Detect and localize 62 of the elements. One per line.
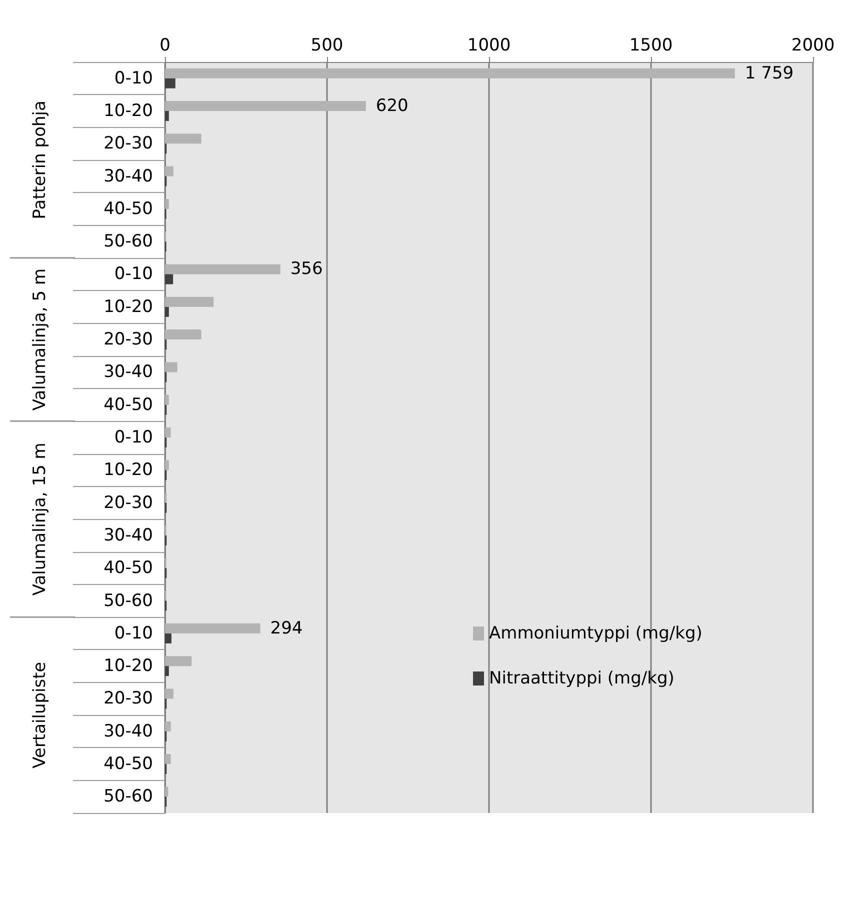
y-tick-label: 40-50 xyxy=(104,198,153,219)
data-label: 620 xyxy=(376,96,408,116)
y-tick-label: 0-10 xyxy=(114,68,153,88)
bar xyxy=(165,296,214,307)
data-label: 1 759 xyxy=(744,63,794,84)
bar xyxy=(165,264,280,274)
bar xyxy=(165,134,202,144)
bar xyxy=(165,656,192,666)
bar xyxy=(165,306,169,317)
y-tick-label: 20-30 xyxy=(104,134,153,154)
bar xyxy=(165,394,169,405)
bar xyxy=(165,721,171,732)
bar xyxy=(165,460,169,470)
bar xyxy=(165,330,202,340)
y-tick-label: 40-50 xyxy=(104,558,153,578)
x-tick-label: 1500 xyxy=(629,36,673,56)
y-tick-label: 30-40 xyxy=(104,166,153,186)
y-tick-label: 50-60 xyxy=(104,590,153,611)
y-tick-label: 20-30 xyxy=(104,330,153,350)
y-tick-label: 30-40 xyxy=(104,525,153,546)
x-tick-label: 500 xyxy=(310,36,344,56)
bar xyxy=(165,623,260,634)
bar xyxy=(165,754,171,764)
text: Valumalinja, 15 m xyxy=(30,442,50,596)
y-tick-label: 10-20 xyxy=(104,460,153,480)
y-tick-label: 20-30 xyxy=(104,688,153,709)
bar xyxy=(165,100,366,111)
y-tick-label: 50-60 xyxy=(104,786,153,807)
bar xyxy=(165,666,169,676)
bar xyxy=(165,166,174,176)
data-label: 294 xyxy=(270,618,303,638)
y-tick-label: 30-40 xyxy=(104,362,153,382)
bar xyxy=(165,688,174,699)
legend-label: Nitraattityppi (mg/kg) xyxy=(489,668,674,688)
y-tick-label: 40-50 xyxy=(104,754,153,774)
bar xyxy=(165,68,735,78)
bar xyxy=(165,633,172,644)
y-tick-label: 0-10 xyxy=(114,428,153,448)
text: Vertailupiste xyxy=(30,662,50,768)
bar xyxy=(165,362,178,372)
y-tick-label: 30-40 xyxy=(104,721,153,742)
bar xyxy=(165,198,169,209)
x-tick-label: 2000 xyxy=(791,36,835,56)
y-tick-label: 10-20 xyxy=(104,100,153,121)
y-tick-label: 0-10 xyxy=(114,264,153,284)
bar xyxy=(165,78,176,88)
x-tick-label: 1000 xyxy=(467,36,511,56)
x-tick-label: 0 xyxy=(160,36,170,56)
y-tick-label: 10-20 xyxy=(104,656,153,676)
y-tick-label: 20-30 xyxy=(104,492,153,513)
bar xyxy=(165,110,169,121)
y-tick-label: 50-60 xyxy=(104,232,153,252)
y-tick-label: 10-20 xyxy=(104,296,153,317)
text: Valumalinja, 5 m xyxy=(30,268,50,411)
y-tick-label: 40-50 xyxy=(104,394,153,415)
y-tick-label: 0-10 xyxy=(114,623,153,644)
bar xyxy=(165,428,171,438)
text: Patterin pohja xyxy=(30,100,50,220)
data-label: 356 xyxy=(290,259,323,280)
bar xyxy=(165,786,168,797)
bar xyxy=(165,274,174,284)
legend-label: Ammoniumtyppi (mg/kg) xyxy=(489,624,702,644)
